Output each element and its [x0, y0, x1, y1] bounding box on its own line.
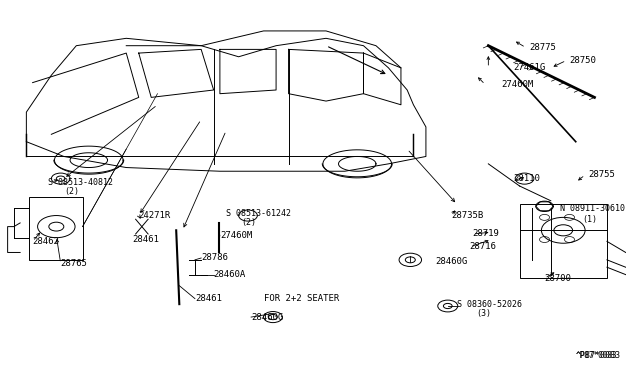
Text: 27461G: 27461G [513, 63, 545, 72]
Text: (1): (1) [582, 215, 597, 224]
Text: 28700: 28700 [545, 274, 572, 283]
Text: 28786: 28786 [201, 253, 228, 263]
Text: ^P87*0083: ^P87*0083 [576, 351, 621, 360]
Text: 28460A: 28460A [214, 270, 246, 279]
Text: 28735B: 28735B [451, 211, 483, 220]
Text: S 08513-40812: S 08513-40812 [48, 178, 113, 187]
Text: 28460G: 28460G [435, 257, 468, 266]
Text: N 08911-30610: N 08911-30610 [560, 203, 625, 213]
Text: 28461: 28461 [195, 294, 222, 303]
Text: 27460M: 27460M [501, 80, 533, 89]
Text: 28462: 28462 [33, 237, 60, 246]
Text: 24271R: 24271R [139, 211, 171, 220]
Text: S 08360-52026: S 08360-52026 [457, 300, 522, 309]
Text: 28765: 28765 [61, 259, 88, 268]
Text: 28460G: 28460G [251, 312, 284, 321]
Text: 28461: 28461 [132, 235, 159, 244]
Text: 28775: 28775 [529, 43, 556, 52]
Text: 28719: 28719 [473, 230, 500, 238]
Text: 28110: 28110 [513, 174, 540, 183]
Text: (2): (2) [242, 218, 257, 227]
Text: FOR 2+2 SEATER: FOR 2+2 SEATER [264, 294, 339, 303]
Text: 28750: 28750 [570, 56, 596, 65]
Text: 28755: 28755 [588, 170, 615, 179]
Text: 28716: 28716 [470, 243, 497, 251]
Text: (2): (2) [64, 187, 79, 196]
Text: ^P87*0083: ^P87*0083 [576, 351, 618, 360]
Text: (3): (3) [476, 309, 491, 318]
Text: 27460M: 27460M [220, 231, 252, 240]
Text: S 08513-61242: S 08513-61242 [226, 209, 291, 218]
